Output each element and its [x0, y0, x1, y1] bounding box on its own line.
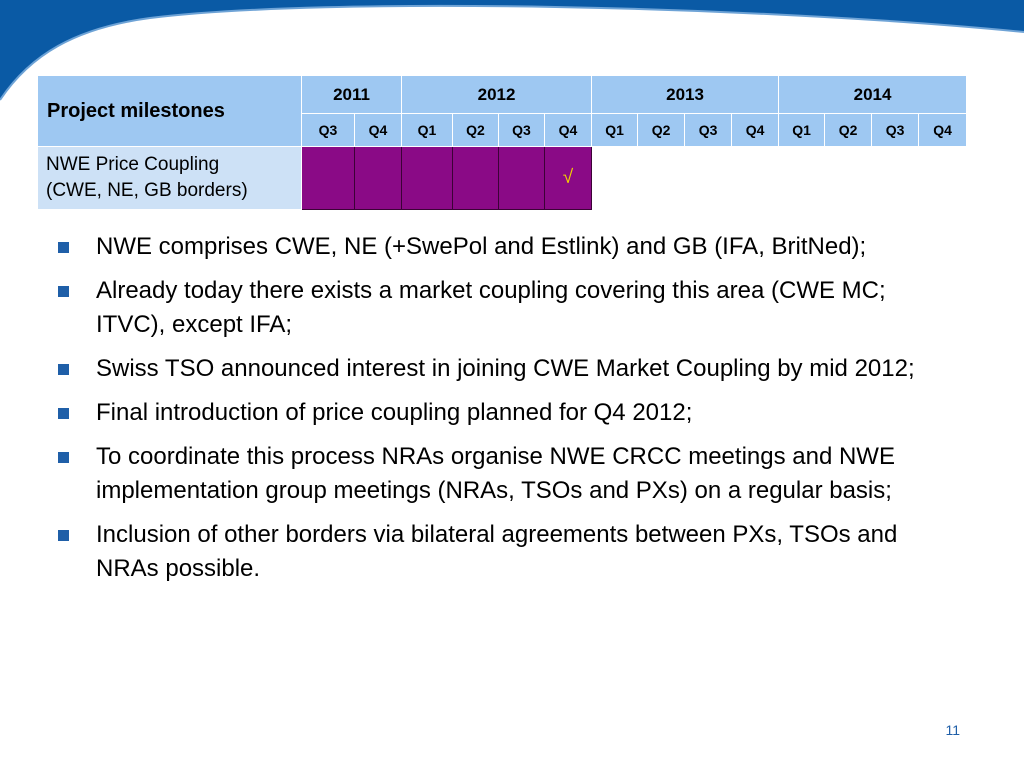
row-label: NWE Price Coupling (CWE, NE, GB borders): [37, 146, 302, 210]
bullet-text: Inclusion of other borders via bilateral…: [96, 521, 898, 582]
page-number: 11: [945, 722, 960, 738]
square-bullet-icon: [58, 408, 69, 419]
bullet-item: Swiss TSO announced interest in joining …: [58, 352, 958, 386]
square-bullet-icon: [58, 530, 69, 541]
bullet-item: Already today there exists a market coup…: [58, 274, 958, 342]
quarter-header: Q1: [778, 113, 826, 147]
table-title: Project milestones: [37, 75, 302, 147]
milestone-cell: [498, 146, 546, 210]
empty-cell: [778, 146, 826, 210]
year-header: 2013: [591, 75, 780, 114]
milestone-cell: [401, 146, 454, 210]
milestone-cell: [452, 146, 500, 210]
milestone-cell: [353, 146, 403, 210]
year-header: 2011: [300, 75, 403, 114]
milestone-cell-complete: √: [544, 146, 593, 210]
bullet-item: Inclusion of other borders via bilateral…: [58, 518, 958, 586]
bullet-list: NWE comprises CWE, NE (+SwePol and Estli…: [58, 230, 958, 596]
milestone-cell: [301, 146, 355, 210]
empty-cell: [591, 146, 639, 210]
quarter-header: Q3: [498, 113, 546, 147]
square-bullet-icon: [58, 286, 69, 297]
check-mark-icon: √: [562, 167, 574, 188]
empty-cell: [918, 146, 968, 210]
quarter-header: Q2: [637, 113, 686, 147]
bullet-text: To coordinate this process NRAs organise…: [96, 443, 895, 504]
empty-cell: [871, 146, 920, 210]
empty-cell: [824, 146, 873, 210]
quarter-header: Q4: [918, 113, 968, 147]
row-label-line2: (CWE, NE, GB borders): [46, 180, 248, 201]
bullet-text: Swiss TSO announced interest in joining …: [96, 355, 915, 382]
empty-cell: [637, 146, 686, 210]
empty-cell: [731, 146, 780, 210]
bullet-item: Final introduction of price coupling pla…: [58, 396, 958, 430]
quarter-header: Q4: [353, 113, 403, 147]
square-bullet-icon: [58, 364, 69, 375]
quarter-header: Q1: [591, 113, 639, 147]
square-bullet-icon: [58, 452, 69, 463]
header-swoosh: [0, 0, 1024, 101]
bullet-text: NWE comprises CWE, NE (+SwePol and Estli…: [96, 233, 867, 260]
quarter-header: Q2: [452, 113, 500, 147]
quarter-header: Q3: [871, 113, 920, 147]
empty-cell: [684, 146, 733, 210]
quarter-header: Q2: [824, 113, 873, 147]
milestones-table: Project milestones 2011 2012 2013 2014 Q…: [37, 75, 968, 210]
quarter-header: Q1: [401, 113, 454, 147]
bullet-item: To coordinate this process NRAs organise…: [58, 440, 958, 508]
bullet-text: Already today there exists a market coup…: [96, 277, 886, 338]
quarter-header: Q3: [684, 113, 733, 147]
table-row: NWE Price Coupling (CWE, NE, GB borders)…: [37, 146, 968, 210]
year-header: 2014: [778, 75, 968, 114]
bullet-text: Final introduction of price coupling pla…: [96, 399, 693, 426]
quarter-header: Q4: [544, 113, 593, 147]
quarter-header: Q4: [731, 113, 780, 147]
bullet-item: NWE comprises CWE, NE (+SwePol and Estli…: [58, 230, 958, 264]
row-label-line1: NWE Price Coupling: [46, 154, 220, 175]
year-header: 2012: [401, 75, 593, 114]
square-bullet-icon: [58, 242, 69, 253]
quarter-header: Q3: [301, 113, 355, 147]
